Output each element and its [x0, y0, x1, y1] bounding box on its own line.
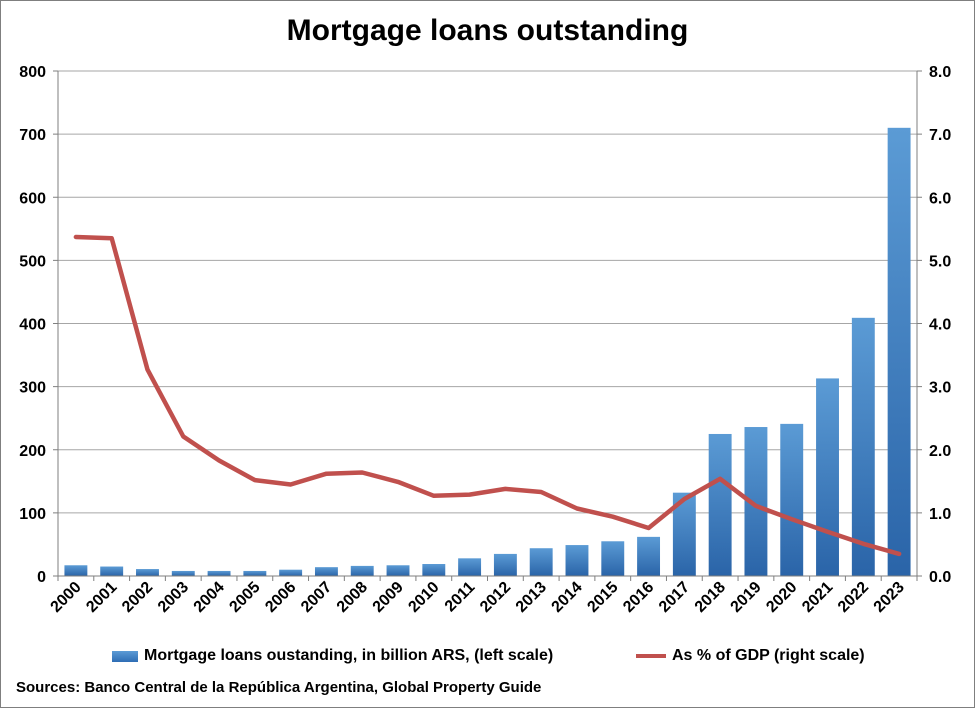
x-tick-label: 2015 [584, 579, 621, 616]
x-tick-label: 2011 [442, 579, 479, 616]
x-tick-label: 2022 [835, 579, 872, 616]
legend-line-swatch [636, 654, 666, 658]
x-tick-label: 2020 [763, 579, 800, 616]
bar [780, 423, 804, 576]
gdp-share-line [73, 234, 902, 557]
x-tick-label: 2000 [48, 579, 85, 616]
left-tick-label: 500 [19, 253, 46, 270]
bar [887, 127, 911, 576]
source-note: Sources: Banco Central de la República A… [16, 679, 542, 696]
left-tick-label: 400 [19, 317, 46, 334]
x-tick-label: 2004 [191, 579, 228, 616]
right-tick-label: 0.0 [929, 569, 951, 586]
bar [529, 548, 553, 576]
left-tick-label: 700 [19, 127, 46, 144]
bar [136, 569, 159, 576]
x-tick-label: 2005 [226, 579, 263, 616]
x-tick-label: 2002 [119, 579, 156, 616]
x-tick-label: 2008 [334, 579, 371, 616]
legend-item-line: As % of GDP (right scale) [636, 647, 865, 665]
axes [53, 70, 922, 581]
left-tick-label: 0 [37, 569, 46, 586]
legend-label-bars: Mortgage loans oustanding, in billion AR… [144, 647, 554, 664]
x-tick-label: 2016 [620, 579, 657, 616]
bar [422, 564, 446, 576]
legend-item-bars: Mortgage loans oustanding, in billion AR… [112, 647, 553, 665]
left-tick-label: 100 [19, 506, 46, 523]
bar [100, 566, 124, 576]
right-tick-label: 5.0 [929, 253, 951, 270]
x-tick-label: 2009 [370, 579, 407, 616]
x-tick-label: 2014 [549, 579, 586, 616]
tick-labels: 0 100 200 300 400 500 600 700 800 0.0 1.0 2.0 3.0 4.0… [19, 64, 951, 616]
legend: Mortgage loans oustanding, in billion AR… [0, 647, 975, 671]
x-tick-label: 2010 [405, 579, 442, 616]
bar [386, 565, 410, 576]
left-tick-label: 600 [19, 190, 46, 207]
bar [314, 567, 338, 576]
left-tick-label: 300 [19, 380, 46, 397]
bar [565, 545, 589, 576]
bar [851, 317, 875, 576]
x-tick-label: 2017 [656, 579, 693, 616]
legend-bar-swatch [112, 650, 138, 662]
line-series [73, 234, 902, 557]
right-tick-label: 3.0 [929, 380, 951, 397]
bar-series [64, 127, 911, 576]
x-tick-label: 2012 [477, 579, 514, 616]
x-tick-label: 2019 [728, 579, 765, 616]
chart-title: Mortgage loans outstanding [286, 14, 689, 47]
x-tick-label: 2023 [871, 579, 908, 616]
x-tick-label: 2006 [262, 579, 299, 616]
bar [207, 570, 231, 576]
x-tick-label: 2003 [155, 579, 192, 616]
right-tick-label: 1.0 [929, 506, 951, 523]
x-tick-label: 2001 [83, 579, 120, 616]
left-tick-label: 200 [19, 443, 46, 460]
bar [458, 558, 482, 576]
left-tick-label: 800 [19, 64, 46, 81]
bar [279, 569, 303, 576]
bar [171, 570, 195, 576]
right-tick-label: 7.0 [929, 127, 951, 144]
x-tick-label: 2013 [513, 579, 550, 616]
right-tick-label: 2.0 [929, 443, 951, 460]
bar [708, 433, 732, 576]
bar [672, 492, 696, 576]
right-tick-label: 4.0 [929, 317, 951, 334]
bar [601, 541, 625, 576]
x-tick-label: 2018 [692, 579, 729, 616]
bar [64, 565, 88, 576]
x-tick-label: 2007 [298, 579, 335, 616]
bar [350, 565, 374, 576]
bar [637, 536, 661, 576]
bar [493, 553, 517, 576]
x-tick-label: 2021 [799, 579, 836, 616]
bar [816, 378, 839, 576]
right-tick-label: 6.0 [929, 190, 951, 207]
bar [243, 570, 267, 576]
bar [744, 427, 768, 576]
right-tick-label: 8.0 [929, 64, 951, 81]
legend-label-line: As % of GDP (right scale) [672, 647, 865, 664]
